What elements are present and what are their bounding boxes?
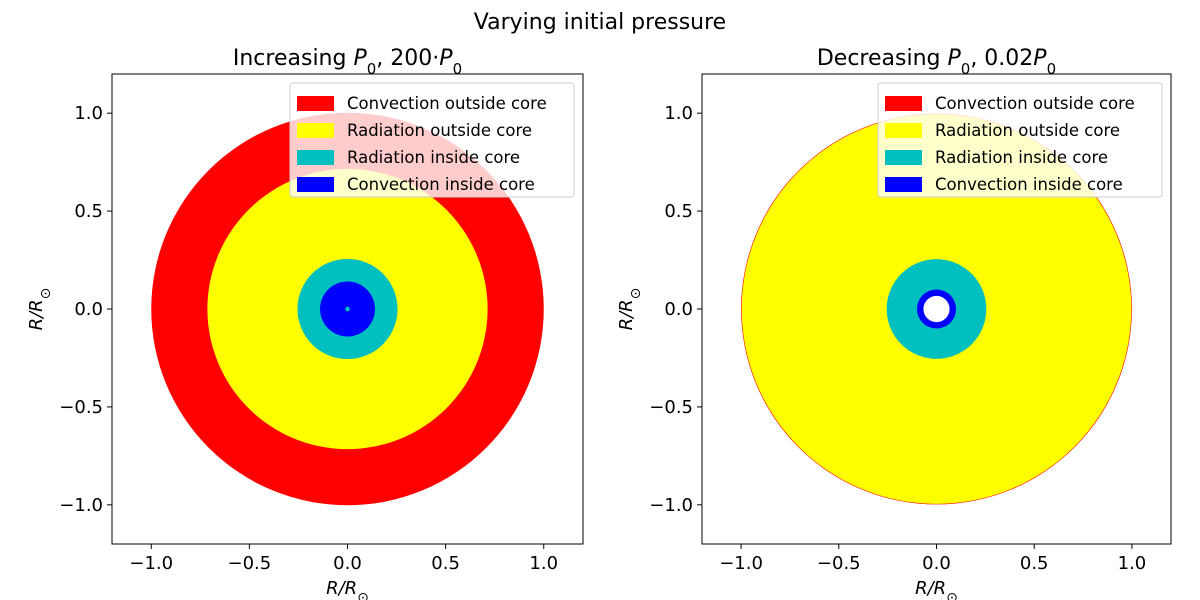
subplots: −1.0 −0.5 0.0 0.5 1.0 −1.0 −0.5 0.0 0.5 1.0 R/R⊙ R/…	[26, 46, 1172, 600]
legend-swatch	[297, 96, 334, 111]
legend-swatch	[297, 123, 334, 138]
figure-suptitle: Varying initial pressure	[474, 10, 726, 35]
x-tick-label: 1.0	[529, 553, 558, 574]
subplot-title: Decreasing P0, 0.02P0	[817, 46, 1056, 78]
y-tick-label: −0.5	[649, 397, 693, 418]
legend-label: Radiation inside core	[347, 148, 520, 167]
subplot-1: −1.0 −0.5 0.0 0.5 1.0 −1.0 −0.5 0.0 0.5 1.0 R/R⊙ R/…	[26, 46, 584, 600]
y-tick-label: −1.0	[649, 495, 693, 516]
y-tick-label: 0.5	[74, 201, 103, 222]
shell-5	[345, 306, 350, 312]
x-tick-label: −0.5	[817, 553, 861, 574]
y-tick-label: 0.0	[664, 299, 693, 320]
x-tick-label: −0.5	[228, 553, 272, 574]
legend-box	[877, 82, 1163, 198]
legend: Convection outside core Radiation outside…	[289, 82, 575, 198]
legend-swatch	[885, 177, 922, 192]
shell-5	[923, 295, 950, 323]
subplot-title: Increasing P0, 200·P0	[233, 46, 462, 78]
shells	[741, 113, 1132, 505]
x-tick-label: 0.0	[333, 553, 362, 574]
y-tick-label: 1.0	[74, 103, 103, 124]
x-tick-label: 0.5	[1020, 553, 1049, 574]
shells	[151, 112, 544, 506]
y-tick-label: 0.5	[664, 201, 693, 222]
x-axis-label: R/R⊙	[326, 578, 369, 600]
legend-swatch	[297, 150, 334, 165]
x-tick-label: 0.5	[431, 553, 460, 574]
x-tick-label: −1.0	[719, 553, 763, 574]
legend-swatch	[885, 123, 922, 138]
legend-label: Convection inside core	[935, 175, 1123, 194]
y-tick-label: −1.0	[59, 495, 103, 516]
legend-box	[289, 82, 575, 198]
legend: Convection outside core Radiation outside…	[877, 82, 1163, 198]
x-axis-label: R/R⊙	[915, 578, 958, 600]
x-tick-label: −1.0	[129, 553, 173, 574]
legend-swatch	[885, 96, 922, 111]
legend-label: Convection outside core	[935, 94, 1135, 113]
legend-label: Radiation outside core	[347, 121, 532, 140]
y-tick-label: −0.5	[59, 397, 103, 418]
y-axis-label: R/R⊙	[26, 288, 54, 331]
x-tick-label: 1.0	[1118, 553, 1147, 574]
legend-swatch	[297, 177, 334, 192]
y-tick-label: 1.0	[664, 103, 693, 124]
y-axis-label: R/R⊙	[616, 288, 644, 331]
legend-label: Radiation inside core	[935, 148, 1108, 167]
legend-label: Radiation outside core	[935, 121, 1120, 140]
legend-label: Convection outside core	[347, 94, 547, 113]
subplot-2: −1.0 −0.5 0.0 0.5 1.0 −1.0 −0.5 0.0 0.5 1.0 R/R⊙ R/…	[616, 46, 1172, 600]
legend-swatch	[885, 150, 922, 165]
legend-label: Convection inside core	[347, 175, 535, 194]
y-tick-label: 0.0	[74, 299, 103, 320]
x-tick-label: 0.0	[922, 553, 951, 574]
